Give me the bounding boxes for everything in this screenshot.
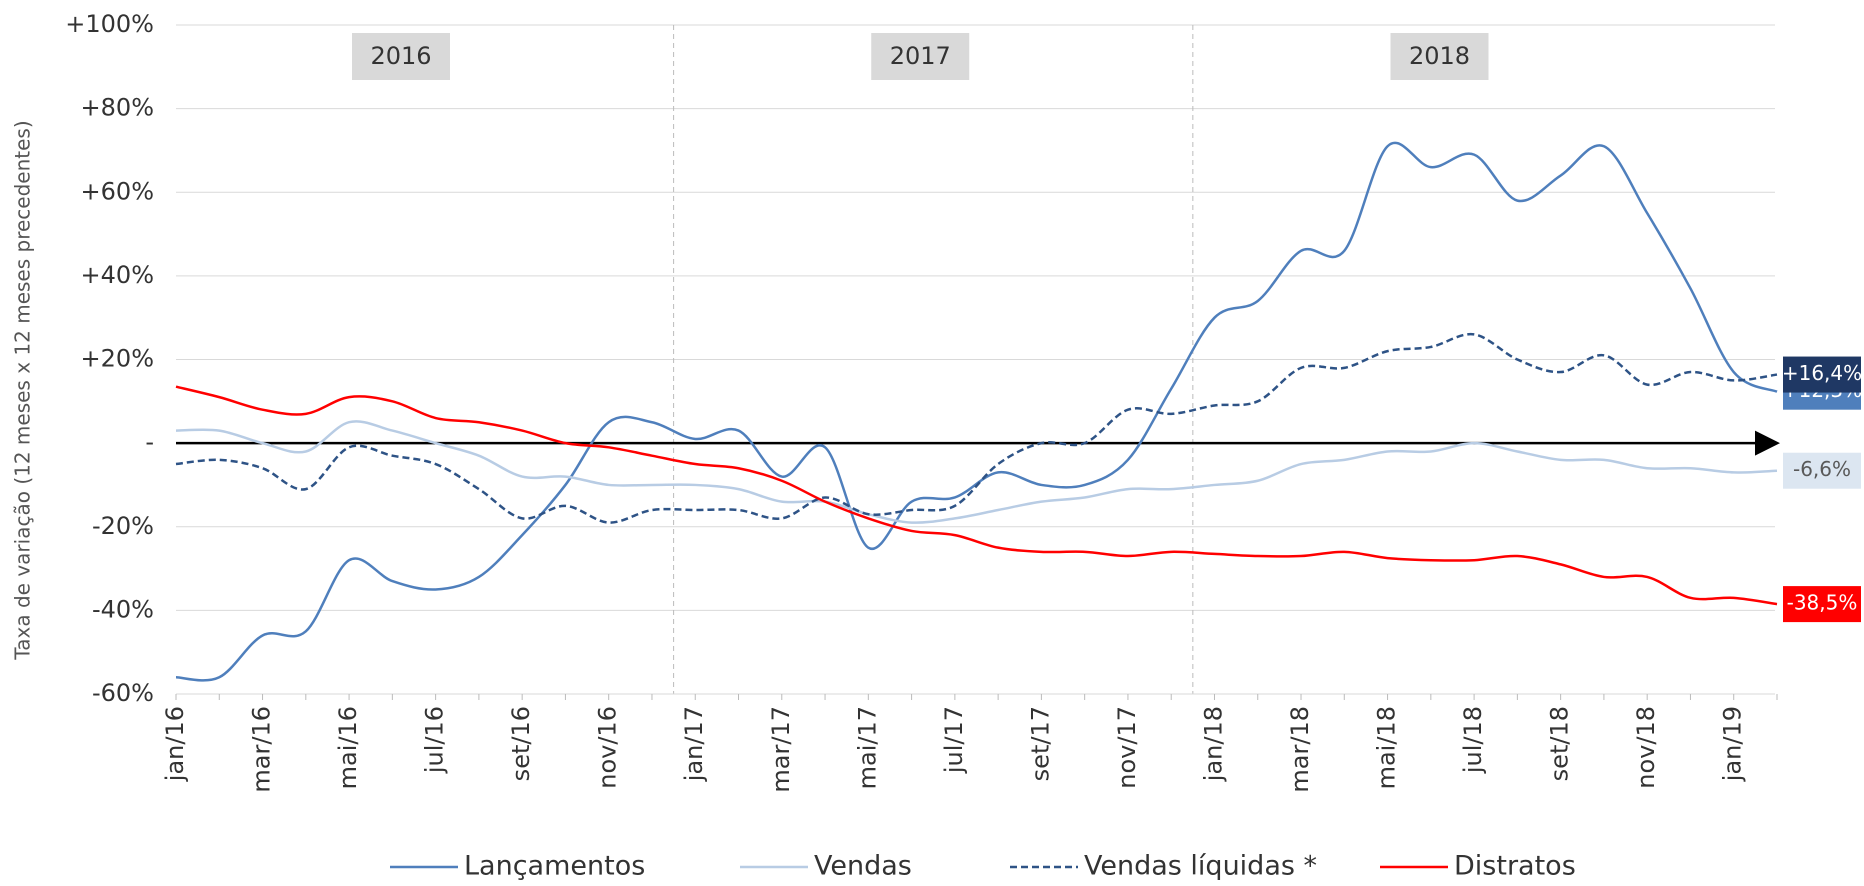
y-tick-label: +80% [81,94,154,122]
x-tick-label: mar/16 [248,706,276,793]
legend-label: Vendas [814,851,912,882]
y-axis-title: Taxa de variação (12 meses x 12 meses pr… [11,120,35,660]
y-tick-label: -60% [92,679,154,707]
value-label: -6,6% [1793,457,1851,481]
legend-label: Vendas líquidas * [1084,851,1317,882]
x-tick-label: jul/17 [940,706,968,774]
year-box [352,33,451,80]
x-tick-label: jan/18 [1199,706,1227,782]
value-label: -38,5% [1787,591,1858,615]
year-label: 2017 [890,42,951,70]
x-tick-label: set/18 [1546,706,1574,781]
value-label-box [1783,452,1861,489]
y-tick-label: -40% [92,595,154,623]
x-tick-label: set/17 [1026,706,1054,781]
x-tick-label: mai/18 [1373,706,1401,789]
x-tick-label: mai/16 [334,706,362,789]
x-tick-label: nov/16 [594,706,622,789]
x-tick-label: jul/16 [421,706,449,774]
series-line [175,420,1778,524]
y-tick-label: +20% [81,345,154,373]
x-tick-label: nov/17 [1113,706,1141,789]
y-tick-label: +40% [81,261,154,289]
x-tick-label: mar/18 [1286,706,1314,793]
year-box [1390,33,1489,80]
series-line [175,385,1778,606]
x-tick-label: mai/17 [853,706,881,789]
x-tick-label: nov/18 [1632,706,1660,789]
value-label-box [1783,586,1861,623]
x-tick-label: set/16 [507,706,535,781]
y-tick-label: -20% [92,512,154,540]
x-tick-label: jan/19 [1719,706,1747,782]
x-tick-label: jan/17 [680,706,708,782]
x-tick-label: jan/16 [161,706,189,782]
value-label: +16,4% [1782,361,1862,385]
year-label: 2016 [370,42,431,70]
legend-label: Lançamentos [464,851,645,882]
y-tick-label: +100% [65,10,154,38]
y-tick-label: - [145,428,154,456]
value-label-box [1783,356,1861,393]
x-tick-label: mar/17 [767,706,795,793]
legend-label: Distratos [1454,851,1576,882]
year-label: 2018 [1409,42,1470,70]
y-tick-label: +60% [81,177,154,205]
series-line [175,332,1778,524]
x-tick-label: jul/18 [1459,706,1487,774]
year-box [871,33,970,80]
series-line [175,141,1778,682]
